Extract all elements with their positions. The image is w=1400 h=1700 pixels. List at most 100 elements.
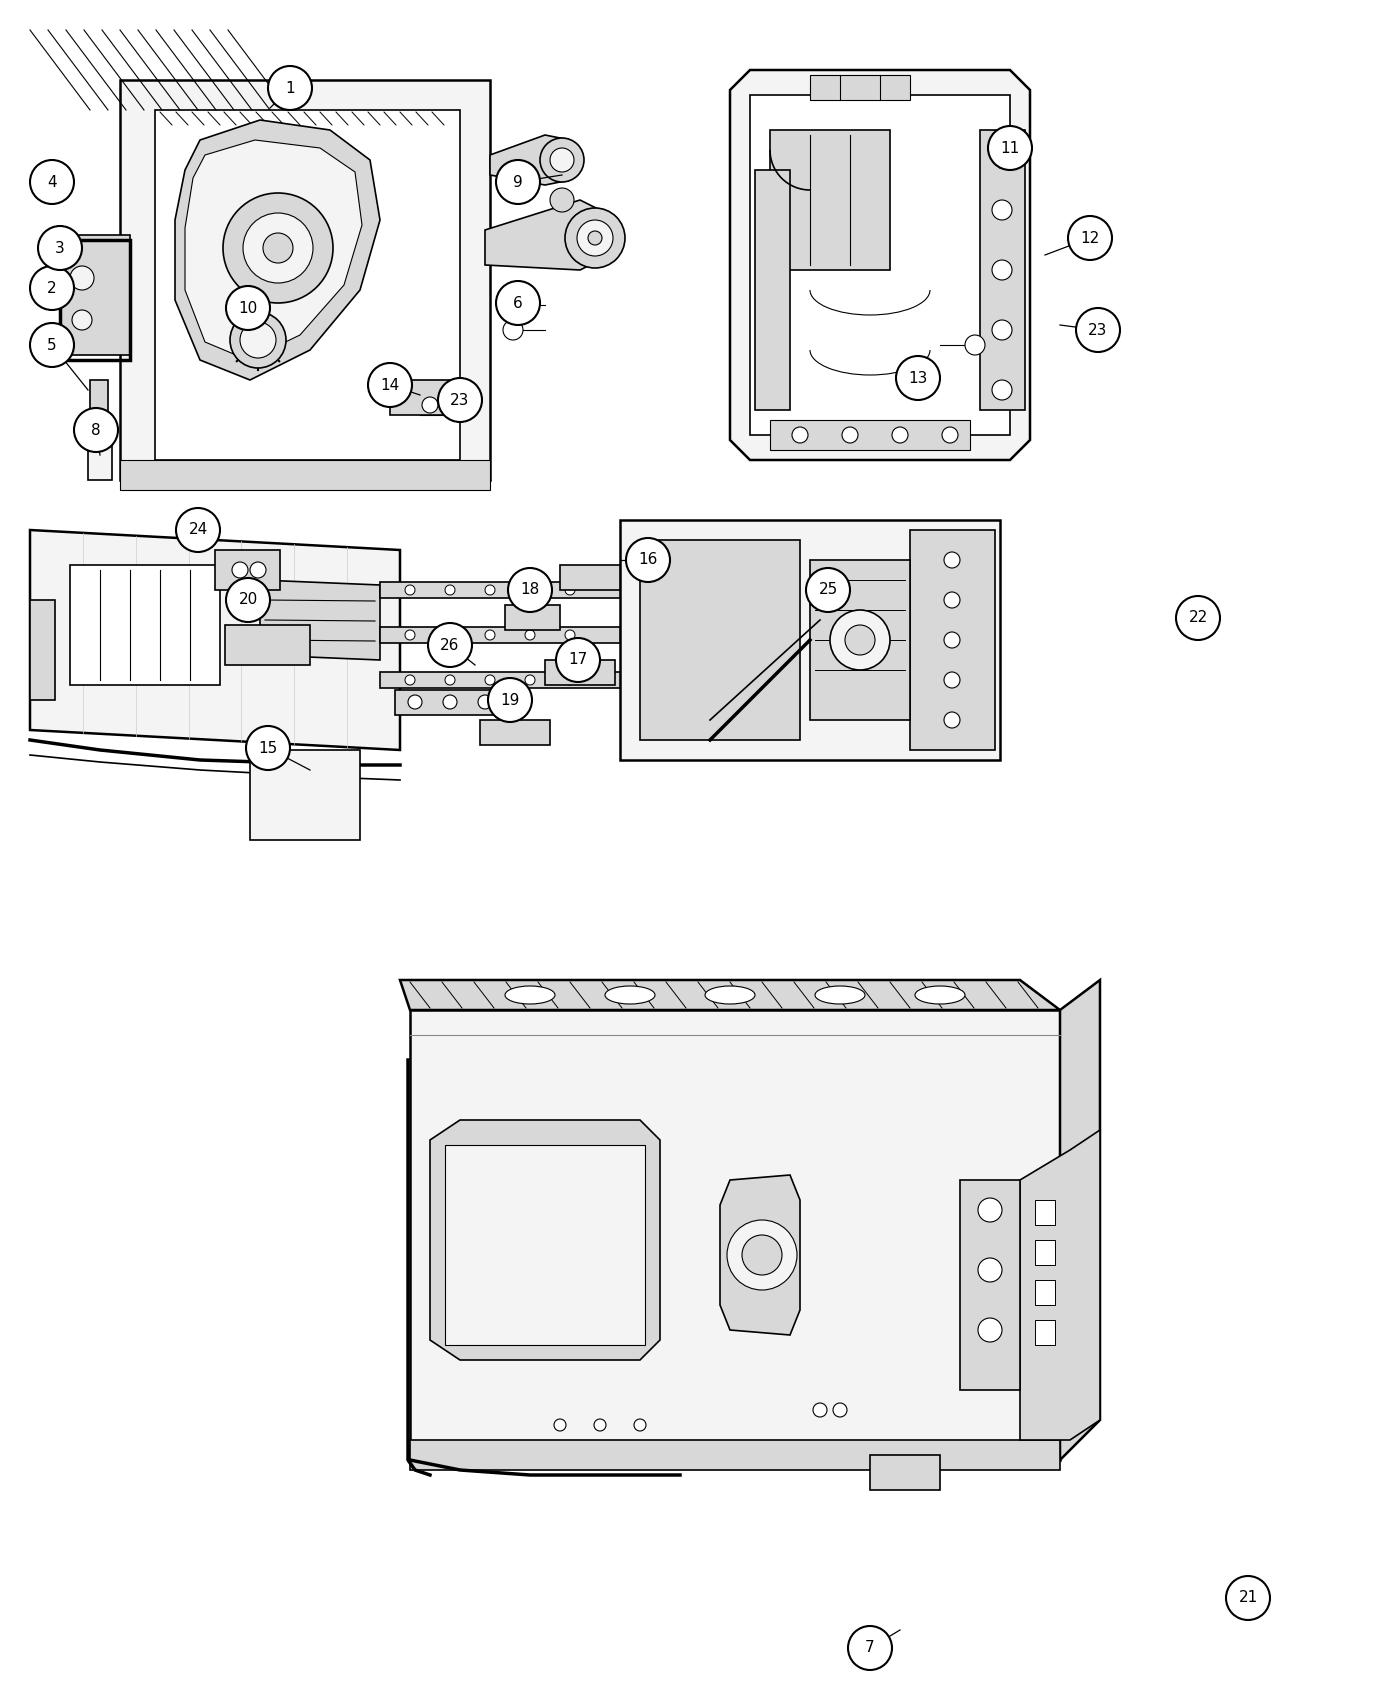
Circle shape	[979, 1258, 1002, 1282]
Bar	[1035, 1280, 1056, 1306]
Text: 13: 13	[909, 371, 928, 386]
Circle shape	[71, 309, 92, 330]
Text: 8: 8	[91, 423, 101, 437]
Circle shape	[503, 296, 524, 314]
Bar	[1035, 1239, 1056, 1265]
Circle shape	[979, 1318, 1002, 1341]
Text: 23: 23	[1088, 323, 1107, 338]
Polygon shape	[29, 530, 400, 750]
Circle shape	[892, 427, 909, 444]
Circle shape	[267, 66, 312, 110]
Circle shape	[588, 231, 602, 245]
Circle shape	[421, 398, 438, 413]
Polygon shape	[175, 121, 379, 381]
Circle shape	[232, 563, 248, 578]
Text: 7: 7	[865, 1640, 875, 1656]
Circle shape	[405, 631, 414, 639]
Polygon shape	[225, 626, 309, 665]
Circle shape	[833, 1402, 847, 1418]
Circle shape	[251, 563, 266, 578]
Circle shape	[1226, 1576, 1270, 1620]
Ellipse shape	[916, 986, 965, 1005]
Ellipse shape	[505, 986, 554, 1005]
Polygon shape	[811, 559, 910, 721]
Circle shape	[405, 675, 414, 685]
Polygon shape	[910, 530, 995, 750]
Polygon shape	[750, 95, 1009, 435]
Circle shape	[29, 265, 74, 309]
Circle shape	[830, 610, 890, 670]
Polygon shape	[620, 520, 1000, 760]
Circle shape	[993, 320, 1012, 340]
Text: 22: 22	[1189, 610, 1208, 626]
Circle shape	[496, 160, 540, 204]
Polygon shape	[1060, 979, 1100, 1460]
Circle shape	[438, 377, 482, 422]
Circle shape	[993, 139, 1012, 160]
Circle shape	[1068, 216, 1112, 260]
Circle shape	[525, 631, 535, 639]
Polygon shape	[90, 381, 108, 440]
Circle shape	[263, 233, 293, 264]
Circle shape	[944, 592, 960, 609]
Polygon shape	[980, 129, 1025, 410]
Circle shape	[445, 394, 465, 415]
Polygon shape	[545, 660, 615, 685]
Polygon shape	[88, 440, 112, 479]
Circle shape	[244, 212, 314, 282]
Ellipse shape	[815, 986, 865, 1005]
Circle shape	[965, 335, 986, 355]
Circle shape	[484, 585, 496, 595]
Circle shape	[792, 427, 808, 444]
Circle shape	[944, 632, 960, 648]
Polygon shape	[410, 1010, 1060, 1460]
Circle shape	[225, 286, 270, 330]
Polygon shape	[379, 627, 620, 643]
Polygon shape	[770, 129, 890, 270]
Circle shape	[594, 1420, 606, 1431]
Circle shape	[368, 364, 412, 406]
Polygon shape	[391, 381, 449, 415]
Circle shape	[503, 320, 524, 340]
Circle shape	[489, 678, 532, 722]
Polygon shape	[490, 134, 570, 185]
Circle shape	[979, 1198, 1002, 1222]
Text: 20: 20	[238, 593, 258, 607]
Circle shape	[1077, 308, 1120, 352]
Bar	[70, 564, 220, 685]
Circle shape	[577, 219, 613, 257]
Text: 24: 24	[189, 522, 207, 537]
Circle shape	[445, 631, 455, 639]
Circle shape	[442, 695, 456, 709]
Circle shape	[74, 408, 118, 452]
Polygon shape	[395, 690, 510, 716]
Circle shape	[428, 622, 472, 666]
Text: 23: 23	[451, 393, 469, 408]
Text: 4: 4	[48, 175, 57, 189]
Circle shape	[38, 226, 83, 270]
Text: 9: 9	[514, 175, 522, 189]
Polygon shape	[29, 600, 55, 700]
Circle shape	[508, 568, 552, 612]
Polygon shape	[1021, 1130, 1100, 1440]
Polygon shape	[720, 1175, 799, 1334]
Text: 16: 16	[638, 552, 658, 568]
Polygon shape	[155, 110, 461, 461]
Text: 3: 3	[55, 240, 64, 255]
Polygon shape	[251, 750, 360, 840]
Circle shape	[230, 313, 286, 367]
Circle shape	[566, 207, 624, 269]
Text: 5: 5	[48, 338, 57, 352]
Circle shape	[445, 675, 455, 685]
Text: 12: 12	[1081, 231, 1099, 245]
Text: 10: 10	[238, 301, 258, 316]
Polygon shape	[445, 1146, 645, 1345]
Polygon shape	[410, 1440, 1060, 1470]
Circle shape	[626, 537, 671, 581]
Circle shape	[556, 638, 601, 682]
Circle shape	[223, 194, 333, 303]
Polygon shape	[379, 581, 620, 598]
Circle shape	[540, 138, 584, 182]
Polygon shape	[379, 672, 620, 688]
Polygon shape	[729, 70, 1030, 461]
